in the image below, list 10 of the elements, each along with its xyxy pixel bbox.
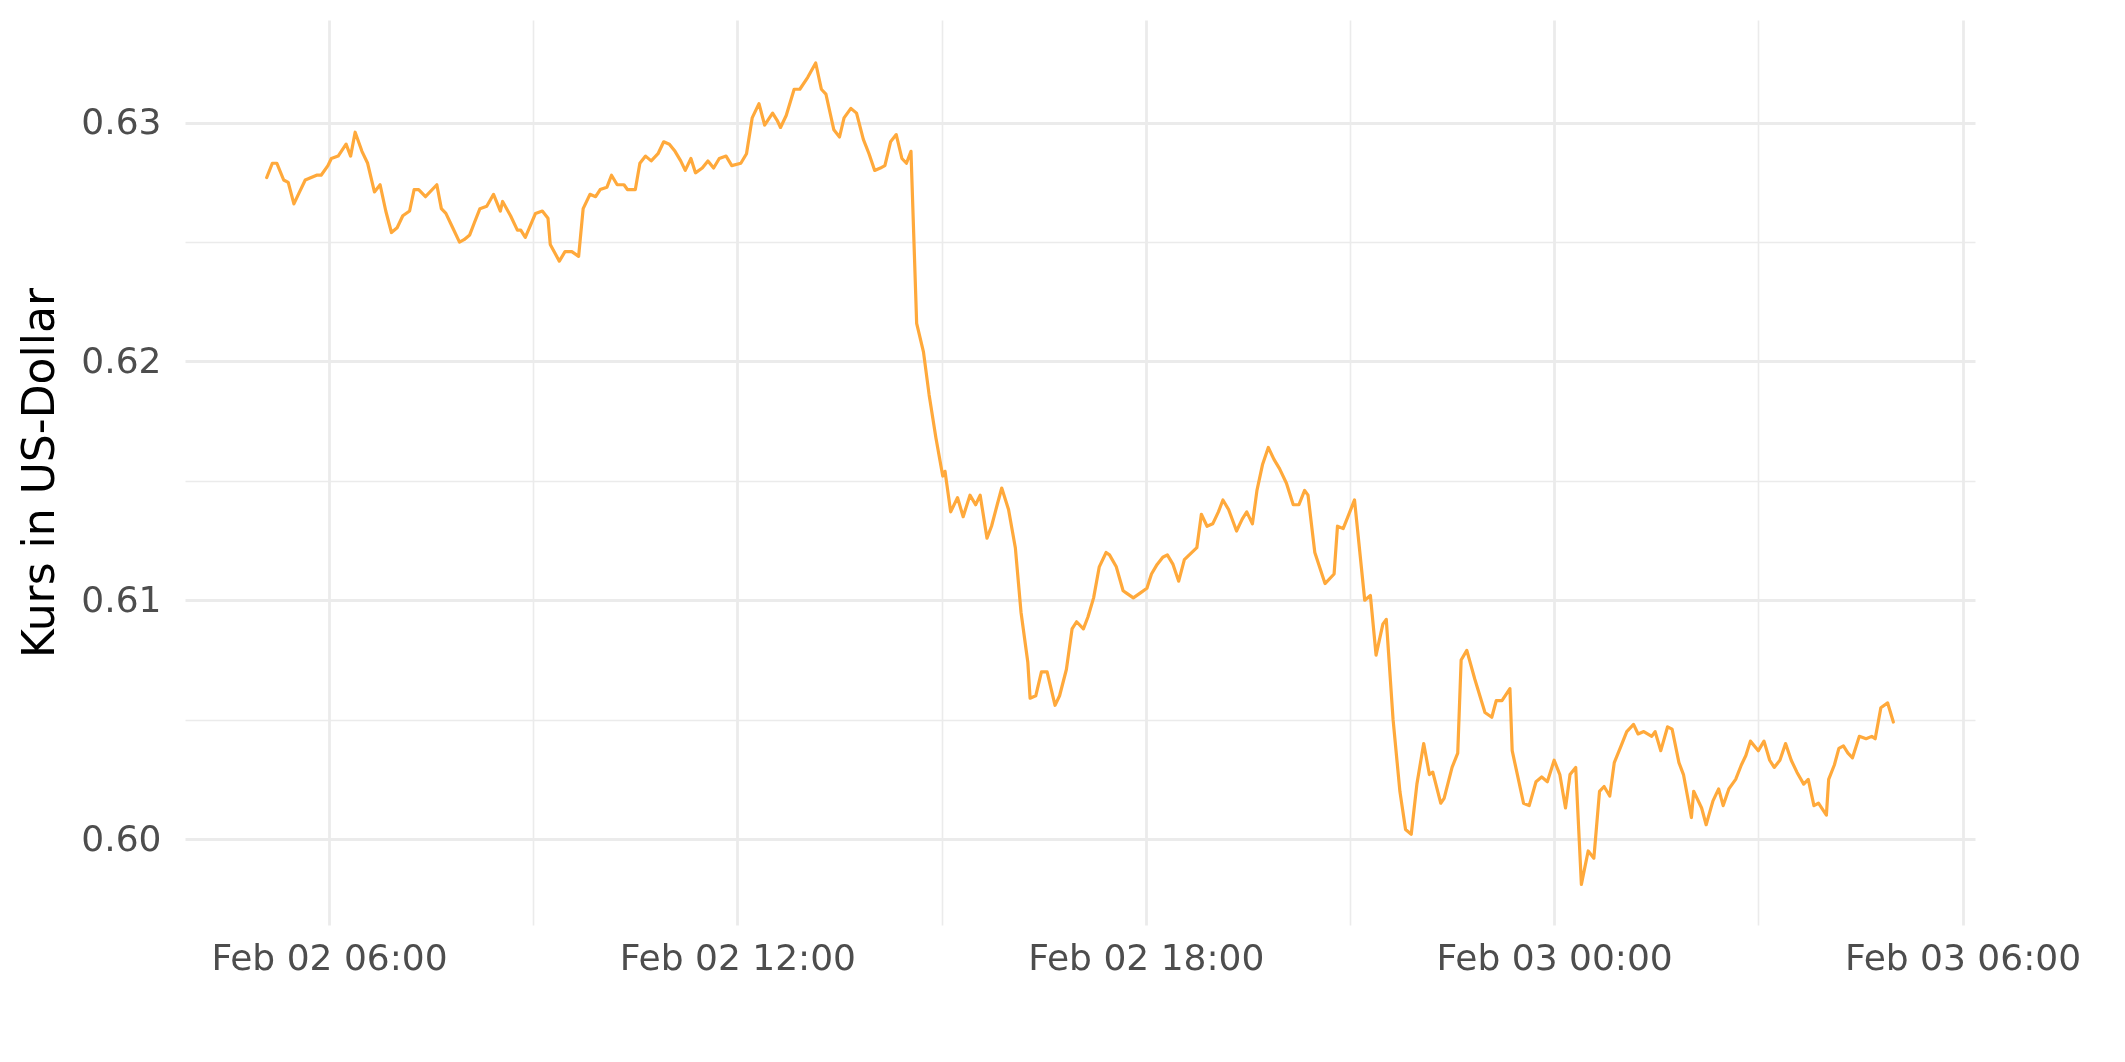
x-tick-label: Feb 03 06:00 [1844,936,2082,978]
x-tick-label: Feb 02 06:00 [211,936,448,978]
y-tick-label: 0.62 [81,339,162,381]
y-tick-label: 0.60 [81,817,162,859]
x-tick-label: Feb 02 12:00 [619,936,857,978]
y-tick-label: 0.61 [81,578,162,620]
y-axis-title: Kurs in US-Dollar [13,287,65,658]
y-tick-label: 0.63 [81,101,162,143]
x-tick-label: Feb 03 00:00 [1436,936,1673,978]
x-tick-label: Feb 02 18:00 [1028,936,1265,978]
